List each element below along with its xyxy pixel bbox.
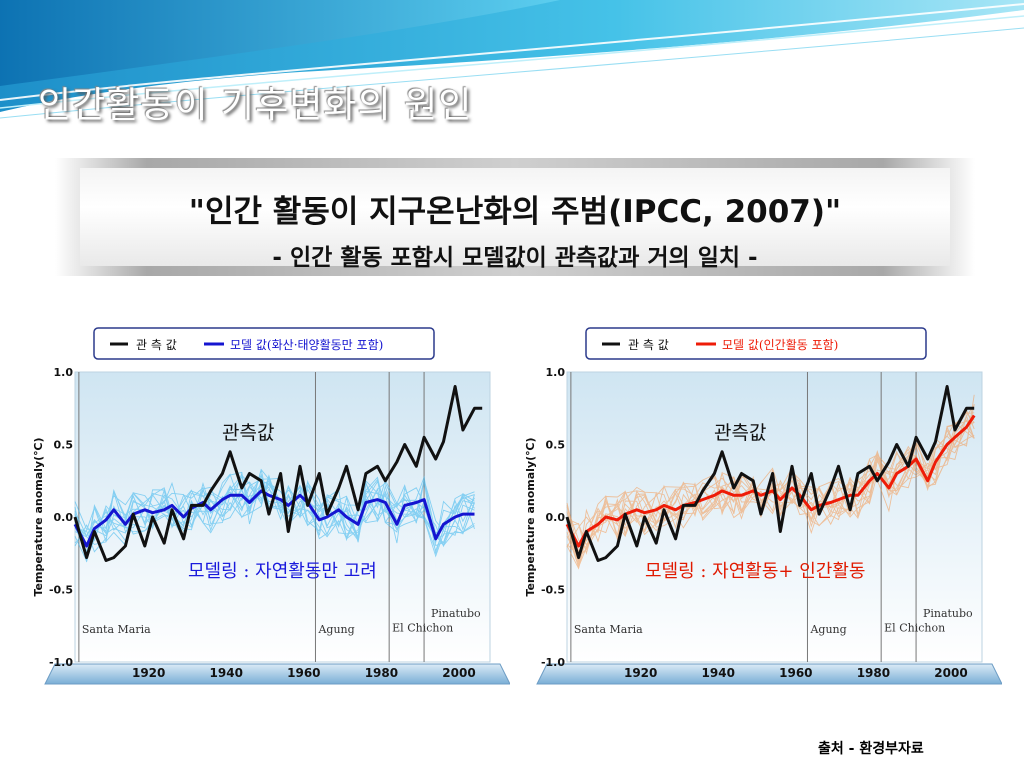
x-tick-label: 2000 bbox=[442, 666, 475, 680]
source-note: 출처 - 환경부자료 bbox=[818, 741, 924, 757]
annotation-observed: 관측값 bbox=[714, 422, 766, 444]
banner-headline: "인간 활동이 지구온난화의 주범(IPCC, 2007)" bbox=[188, 194, 842, 230]
x-axis-bar bbox=[44, 663, 510, 685]
volcano-label: Agung bbox=[317, 623, 354, 636]
volcano-label: El Chichon bbox=[884, 622, 945, 635]
legend-model-label: 모델 값(인간활동 포함) bbox=[722, 338, 838, 352]
series-observed-line bbox=[73, 385, 483, 562]
model-run-line bbox=[74, 476, 475, 548]
x-tick-label: 1980 bbox=[365, 666, 398, 680]
y-tick-label: -1.0 bbox=[49, 656, 73, 669]
model-run-line bbox=[566, 414, 975, 570]
legend-observed-label: 관 측 값 bbox=[628, 338, 669, 352]
annotation-model: 모델링 : 자연활동+ 인간활동 bbox=[645, 561, 865, 582]
y-tick-label: 0.5 bbox=[546, 439, 566, 452]
chart-natural-plus-human: Santa Maria Agung El Chichon Pinatubo 1920 19… bbox=[522, 325, 1002, 690]
model-run-line bbox=[74, 473, 475, 554]
x-tick-label: 1960 bbox=[779, 666, 812, 680]
title-banner-inner: "인간 활동이 지구온난화의 주범(IPCC, 2007)" - 인간 활동 포… bbox=[80, 168, 950, 271]
y-tick-label: 1.0 bbox=[546, 366, 566, 379]
legend-model-label: 모델 값(화산·태양활동만 포함) bbox=[230, 338, 383, 352]
legend-observed-label: 관 측 값 bbox=[136, 338, 177, 352]
model-run-line bbox=[74, 479, 475, 562]
x-tick-label: 2000 bbox=[934, 666, 967, 680]
legend-box bbox=[93, 327, 435, 360]
series-observed-line bbox=[565, 385, 975, 562]
x-tick-label: 1980 bbox=[857, 666, 890, 680]
slide-title: 인간활동이 기후변화의 원인 bbox=[38, 85, 473, 126]
model-run-line bbox=[566, 394, 975, 556]
legend-box bbox=[585, 327, 927, 360]
x-tick-label: 1920 bbox=[624, 666, 657, 680]
y-tick-label: 0.0 bbox=[546, 511, 566, 524]
y-axis-label: Temperature anomaly(℃) bbox=[32, 438, 45, 597]
volcano-label: Santa Maria bbox=[82, 623, 151, 636]
y-tick-label: -1.0 bbox=[541, 656, 565, 669]
plot-area bbox=[566, 371, 983, 663]
x-axis-bar bbox=[536, 663, 1002, 685]
y-tick-label: -0.5 bbox=[541, 584, 565, 597]
chart-natural-only: Santa Maria Agung El Chichon Pinatubo 1920 19… bbox=[30, 325, 510, 690]
volcano-label: Agung bbox=[809, 623, 846, 636]
x-tick-label: 1940 bbox=[702, 666, 735, 680]
model-run-line bbox=[74, 474, 475, 558]
y-tick-label: -0.5 bbox=[49, 584, 73, 597]
chart-svg: Santa Maria Agung El Chichon Pinatubo 1920 19… bbox=[32, 327, 510, 685]
volcano-label: El Chichon bbox=[392, 622, 453, 635]
y-tick-label: 0.0 bbox=[54, 511, 74, 524]
annotation-model: 모델링 : 자연활동만 고려 bbox=[188, 561, 377, 582]
chart-svg: Santa Maria Agung El Chichon Pinatubo 1920 19… bbox=[524, 327, 1002, 685]
volcano-label: Santa Maria bbox=[574, 623, 643, 636]
volcano-label: Pinatubo bbox=[431, 607, 481, 620]
model-run-line bbox=[74, 468, 475, 553]
y-tick-label: 0.5 bbox=[54, 439, 74, 452]
volcano-label: Pinatubo bbox=[923, 607, 973, 620]
header-wave-decoration bbox=[0, 0, 1024, 119]
model-run-line bbox=[566, 411, 975, 559]
y-tick-label: 1.0 bbox=[54, 366, 74, 379]
annotation-observed: 관측값 bbox=[222, 422, 274, 444]
x-tick-label: 1940 bbox=[210, 666, 243, 680]
x-tick-label: 1920 bbox=[132, 666, 165, 680]
banner-subheadline: - 인간 활동 포함시 모델값이 관측값과 거의 일치 - bbox=[272, 245, 758, 271]
y-axis-label: Temperature anomaly(℃) bbox=[524, 438, 537, 597]
model-run-line bbox=[566, 421, 975, 547]
title-banner: "인간 활동이 지구온난화의 주범(IPCC, 2007)" - 인간 활동 포… bbox=[55, 158, 975, 276]
x-tick-label: 1960 bbox=[287, 666, 320, 680]
